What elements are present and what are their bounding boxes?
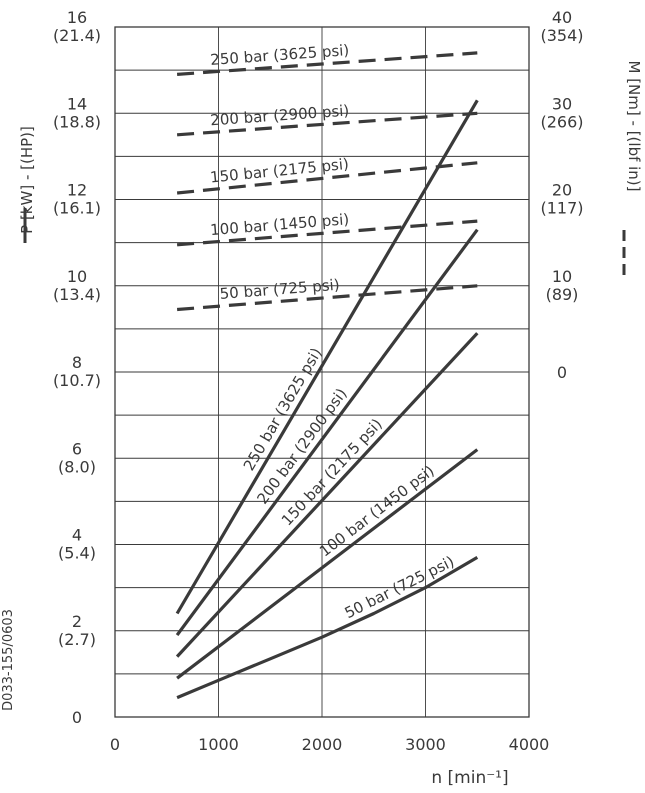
- y-right-tick-nm: 0: [557, 363, 567, 382]
- y-left-tick-hp: (10.7): [53, 371, 101, 390]
- y-left-tick-kw: 12: [67, 181, 87, 200]
- y-left-tick-hp: (16.1): [53, 199, 101, 218]
- series-label: 100 bar (1450 psi): [210, 210, 350, 239]
- series-label: 200 bar (2900 psi): [210, 101, 350, 129]
- y-left-tick-kw: 0: [72, 708, 82, 727]
- y-left-tick-hp: (21.4): [53, 26, 101, 45]
- y-right-tick-nm: 40: [552, 8, 572, 27]
- y-right-tick-lbf: (354): [540, 26, 583, 45]
- x-tick-label: 0: [110, 735, 120, 754]
- y-left-label-group: P [kW] - [(HP)]: [18, 126, 36, 243]
- torque-line: [176, 51, 478, 76]
- x-tick-label: 3000: [405, 735, 446, 754]
- y-right-label: M [Nm] - [(lbf in)]: [625, 60, 643, 191]
- y-left-tick-kw: 14: [67, 94, 87, 113]
- y-left-tick-kw: 2: [72, 612, 82, 631]
- y-left-tick-hp: (2.7): [58, 630, 96, 649]
- y-right-tick-nm: 30: [552, 94, 572, 113]
- power-line: [175, 99, 479, 615]
- left-axis-ticks: 0 2(2.7) 4(5.4) 6(8.0) 8(10.7) 10(13.4) 12(16.…: [53, 8, 101, 727]
- drawing-id: D033-155/0603: [1, 609, 16, 711]
- plot-frame: [114, 26, 530, 718]
- y-left-tick-hp: (5.4): [58, 544, 96, 563]
- x-axis-ticks: 0 1000 2000 3000 4000: [110, 735, 549, 754]
- y-right-tick-nm: 10: [552, 267, 572, 286]
- y-left-label: P [kW] - [(HP)]: [18, 126, 36, 234]
- y-right-tick-nm: 20: [552, 181, 572, 200]
- torque-line: [176, 219, 478, 247]
- power-line: [176, 556, 479, 700]
- x-axis-label: n [min⁻¹]: [431, 768, 508, 788]
- grid: [115, 27, 529, 717]
- y-left-tick-kw: 16: [67, 8, 87, 27]
- y-left-tick-kw: 10: [67, 267, 87, 286]
- series-label: 150 bar (2175 psi): [209, 155, 349, 187]
- y-right-tick-lbf: (266): [540, 112, 583, 131]
- y-right-tick-lbf: (117): [540, 199, 583, 218]
- y-left-tick-kw: 8: [72, 353, 82, 372]
- torque-line: [176, 284, 478, 312]
- y-left-tick-kw: 6: [72, 439, 82, 458]
- y-right-label-group: M [Nm] - [(lbf in)]: [622, 60, 643, 275]
- y-right-tick-lbf: (89): [546, 285, 579, 304]
- y-left-tick-hp: (18.8): [53, 112, 101, 131]
- series-labels: 50 bar (725 psi)100 bar (1450 psi)150 ba…: [209, 41, 457, 622]
- x-tick-label: 1000: [198, 735, 239, 754]
- y-left-tick-hp: (13.4): [53, 285, 101, 304]
- power-line: [176, 448, 479, 680]
- x-tick-label: 2000: [302, 735, 343, 754]
- power-line: [175, 228, 479, 637]
- y-left-tick-hp: (8.0): [58, 457, 96, 476]
- power-lines: [175, 99, 479, 700]
- power-line: [175, 332, 479, 658]
- series-label: 250 bar (3625 psi): [210, 41, 350, 69]
- torque-line: [176, 111, 478, 137]
- right-axis-ticks: 0 10(89) 20(117) 30(266) 40(354): [540, 8, 583, 382]
- y-left-tick-kw: 4: [72, 526, 82, 545]
- torque-lines: [176, 51, 478, 312]
- x-tick-label: 4000: [509, 735, 550, 754]
